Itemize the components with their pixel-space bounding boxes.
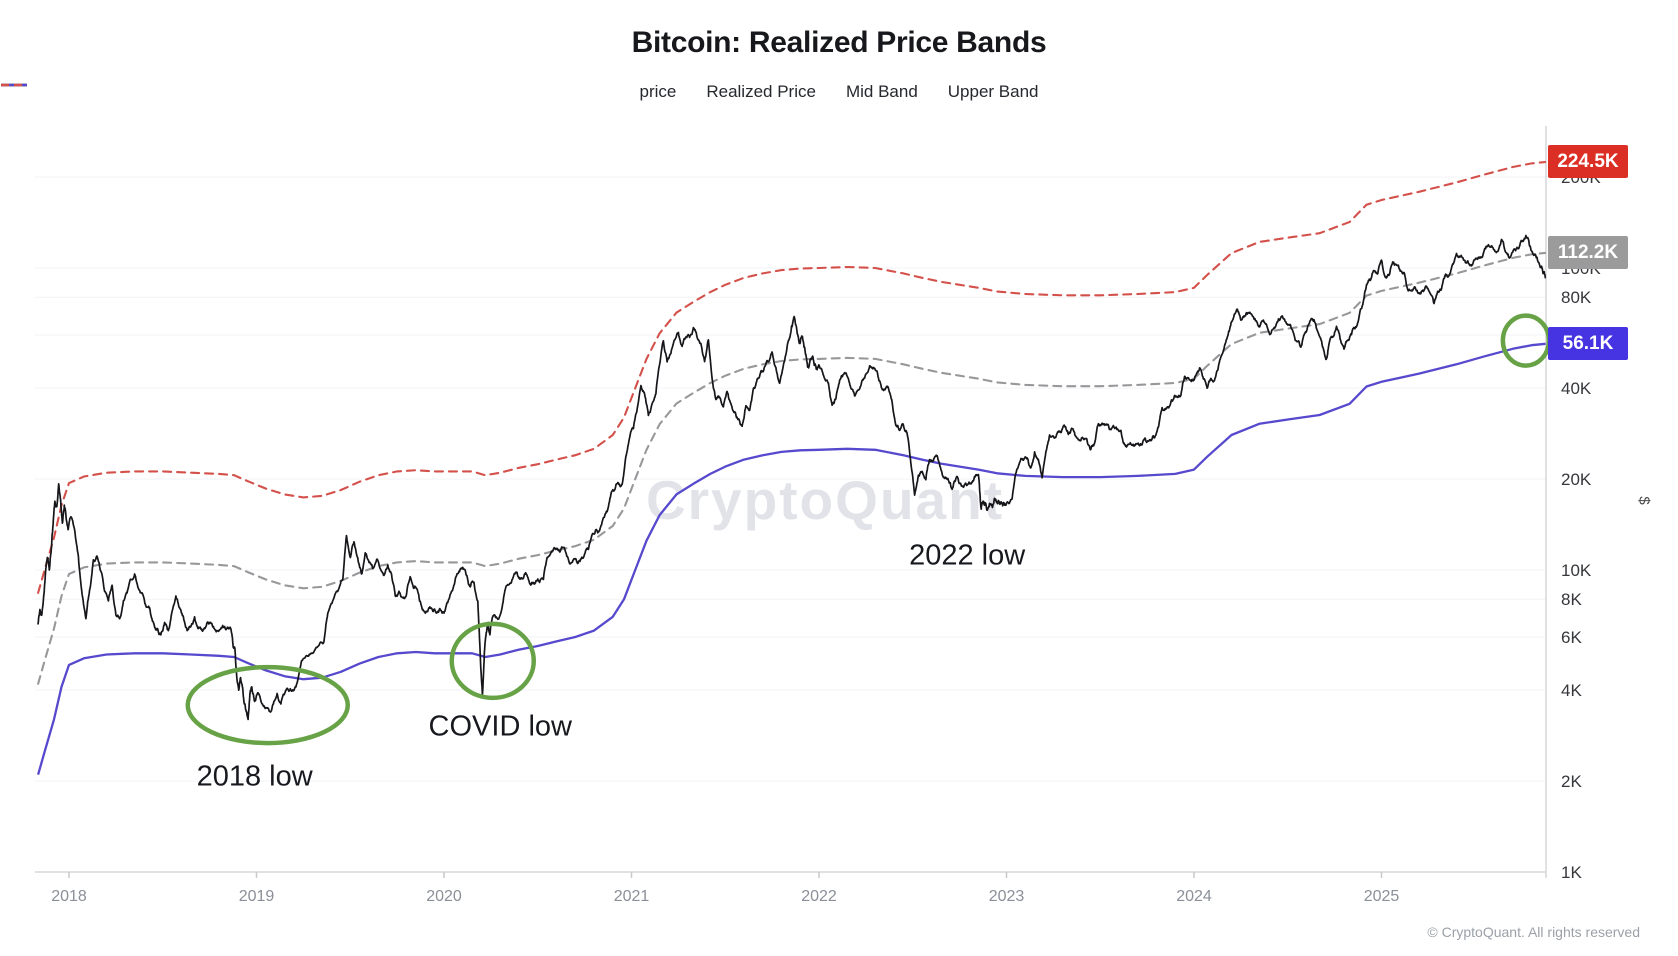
x-tick-label-2020: 2020 [426, 888, 462, 905]
current-value-label-realized-price: 56.1K [1548, 327, 1628, 361]
y-tick-label-8K: 8K [1561, 590, 1582, 610]
legend-label: Realized Price [706, 82, 816, 101]
x-tick-label-2022: 2022 [801, 888, 837, 905]
y-tick-label-1K: 1K [1561, 863, 1582, 882]
y-tick-label-4K: 4K [1561, 681, 1582, 701]
y-axis-unit-label: $ [1635, 496, 1653, 505]
legend-swatch-dashed-line [1, 83, 27, 87]
legend-item-upper-band[interactable]: Upper Band [1, 82, 1039, 102]
annotation-2022-low: 2022 low [909, 539, 1026, 572]
y-tick-label-80K: 80K [1561, 288, 1592, 308]
legend-label: Upper Band [947, 82, 1039, 101]
y-tick-label-40K: 40K [1561, 379, 1592, 399]
x-tick-label-2025: 2025 [1363, 888, 1400, 905]
price-series-line [37, 234, 1546, 721]
current-value-label-mid-band: 112.2K [1548, 236, 1628, 270]
annotation-circle-0 [185, 664, 350, 746]
x-tick-label-2018: 2018 [51, 888, 87, 905]
y-tick-label-2K: 2K [1561, 772, 1582, 792]
annotation-circle-1 [449, 621, 536, 701]
chart-title: Bitcoin: Realized Price Bands [631, 26, 1047, 59]
x-tick-label-2021: 2021 [613, 888, 650, 905]
y-tick-label-10K: 10K [1561, 561, 1592, 580]
copyright-footer: © CryptoQuant. All rights reserved [1427, 924, 1640, 940]
y-tick-label-20K: 20K [1561, 470, 1592, 490]
x-tick-label-2019: 2019 [238, 888, 275, 905]
x-tick-label-2023: 2023 [988, 888, 1025, 905]
annotation-covid-low: COVID low [428, 710, 572, 743]
annotation-circle-2 [1500, 313, 1552, 368]
x-tick-label-2024: 2024 [1176, 888, 1212, 905]
legend-label: Mid Band [845, 82, 918, 101]
mid-band-series-line [37, 251, 1546, 685]
upper-band-series-line [37, 160, 1546, 594]
annotation-2018-low: 2018 low [196, 760, 313, 793]
legend-label: price [639, 82, 677, 101]
legend: price Realized Price Mid Band Upper Band [0, 82, 1678, 102]
current-value-label-upper-band: 224.5K [1548, 145, 1628, 179]
realized-price-series-line [36, 342, 1546, 776]
y-tick-label-6K: 6K [1561, 627, 1582, 647]
